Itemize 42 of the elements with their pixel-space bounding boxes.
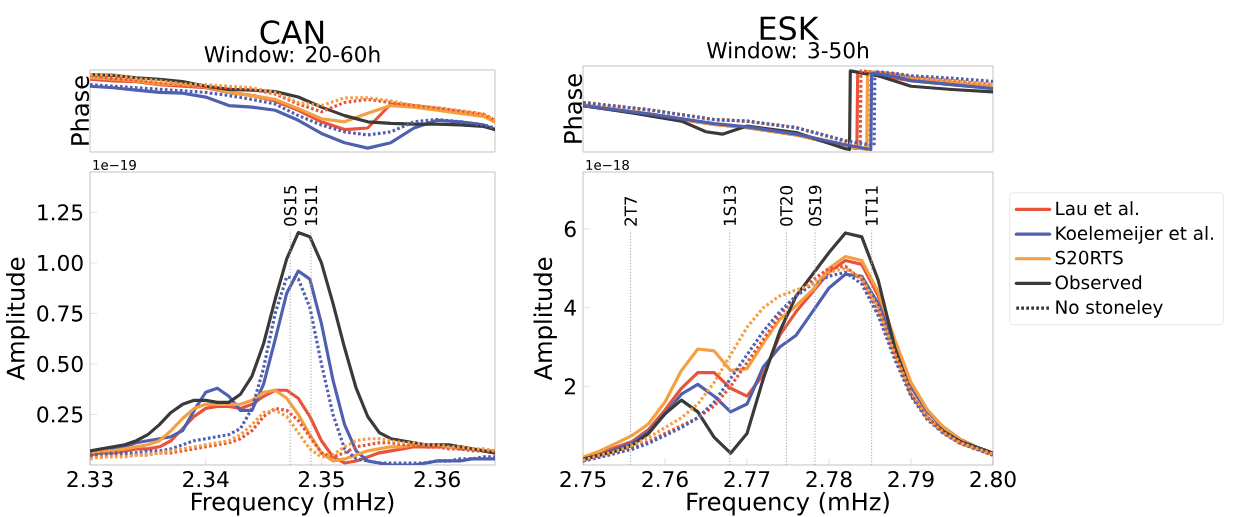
legend-label: Koelemeijer et al.: [1056, 225, 1213, 244]
x-tick-label: 2.36: [414, 470, 460, 488]
text: No stoneley: [1056, 299, 1163, 318]
chart-title: ESK: [760, 16, 820, 41]
x-tick-label: 2.76: [642, 470, 688, 488]
x-tick-label: 2.35: [298, 470, 344, 488]
y-axis-title: Phase: [70, 76, 90, 145]
y-axis-title: Amplitude: [533, 257, 557, 381]
ref-line-label: 1T11: [865, 186, 878, 226]
chart-title: CAN: [260, 20, 324, 45]
y-tick-label: 1.25: [38, 204, 83, 221]
x-tick-label: 2.75: [560, 470, 606, 488]
x-tick-label: 2.78: [806, 470, 852, 488]
x-axis-title: Frequency (mHz): [191, 492, 394, 516]
y-tick-label: 0.25: [37, 406, 83, 423]
x-tick-label: 2.77: [724, 470, 770, 487]
y-axis-title: Amplitude: [6, 257, 30, 381]
x-tick-label: 2.80: [970, 470, 1016, 488]
y-tick-label: 2: [564, 378, 575, 395]
ref-line-label: 2T7: [624, 196, 637, 226]
ref-line-label: 0T20: [780, 186, 793, 226]
chart-subtitle: Window: 3-50h: [706, 41, 868, 59]
text: 1e−19: [93, 159, 136, 170]
ref-line-label: 0S19: [808, 185, 822, 226]
x-tick-label: 2.34: [183, 470, 229, 488]
chart-subtitle: Window: 20-60h: [204, 45, 380, 63]
text: 1e−18: [586, 159, 629, 170]
y-axis-title: Phase: [563, 74, 583, 143]
ref-line-label: 1S13: [723, 185, 737, 226]
ref-line-label: 1S11: [304, 186, 318, 226]
y-tick-label: 1.00: [38, 254, 83, 272]
y-tick-label: 4: [564, 299, 576, 316]
ref-line-label: 0S15: [283, 185, 297, 226]
x-tick-label: 2.33: [67, 470, 113, 488]
x-tick-label: 2.79: [888, 470, 934, 488]
y-tick-label: 6: [564, 220, 576, 238]
x-axis-title: Frequency (mHz): [687, 492, 889, 516]
legend-label: Observed: [1055, 275, 1142, 290]
legend-label: S20RTS: [1055, 250, 1123, 265]
legend-label: Lau et al.: [1056, 201, 1138, 216]
y-tick-label: 0.75: [37, 305, 83, 322]
y-tick-label: 0.50: [37, 355, 83, 373]
